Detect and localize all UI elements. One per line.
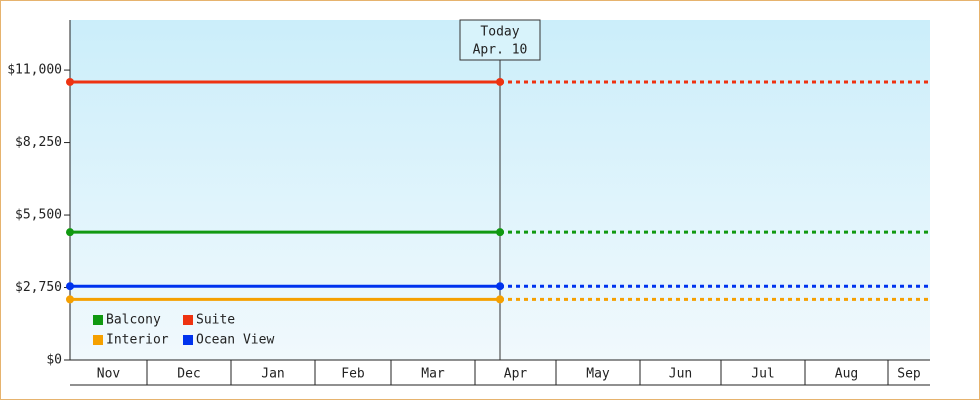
today-title: Today xyxy=(480,25,519,40)
legend-label: Balcony xyxy=(106,313,161,328)
x-tick-label: Dec xyxy=(177,367,200,382)
point xyxy=(66,228,74,237)
legend-label: Suite xyxy=(196,313,235,328)
today-date: Apr. 10 xyxy=(473,43,528,58)
x-tick-label: Jan xyxy=(261,367,284,382)
point xyxy=(496,77,504,86)
x-tick-label: Sep xyxy=(897,367,921,382)
x-tick-label: May xyxy=(586,367,610,382)
legend-label: Interior xyxy=(106,333,169,348)
point xyxy=(66,77,74,86)
point xyxy=(496,228,504,237)
point xyxy=(496,295,504,304)
x-tick-label: Nov xyxy=(97,367,121,382)
point xyxy=(496,282,504,291)
legend-swatch xyxy=(183,335,193,345)
today-box xyxy=(459,19,541,61)
legend-label: Ocean View xyxy=(196,333,274,348)
x-tick-label: Mar xyxy=(421,367,445,382)
y-tick-label: $8,250 xyxy=(15,135,62,150)
y-tick-label: $5,500 xyxy=(15,208,62,223)
x-tick-label: Jun xyxy=(669,367,692,382)
x-tick-label: Aug xyxy=(835,367,858,382)
legend-swatch xyxy=(93,315,103,325)
legend-swatch xyxy=(93,335,103,345)
point xyxy=(66,295,74,304)
point xyxy=(66,282,74,291)
legend-swatch xyxy=(183,315,193,325)
y-tick-label: $0 xyxy=(46,353,62,368)
x-tick-label: Feb xyxy=(341,367,365,382)
x-tick-label: Apr xyxy=(504,367,528,382)
x-tick-label: Jul xyxy=(751,367,774,382)
y-tick-label: $2,750 xyxy=(15,280,62,295)
y-tick-label: $11,000 xyxy=(7,63,62,78)
